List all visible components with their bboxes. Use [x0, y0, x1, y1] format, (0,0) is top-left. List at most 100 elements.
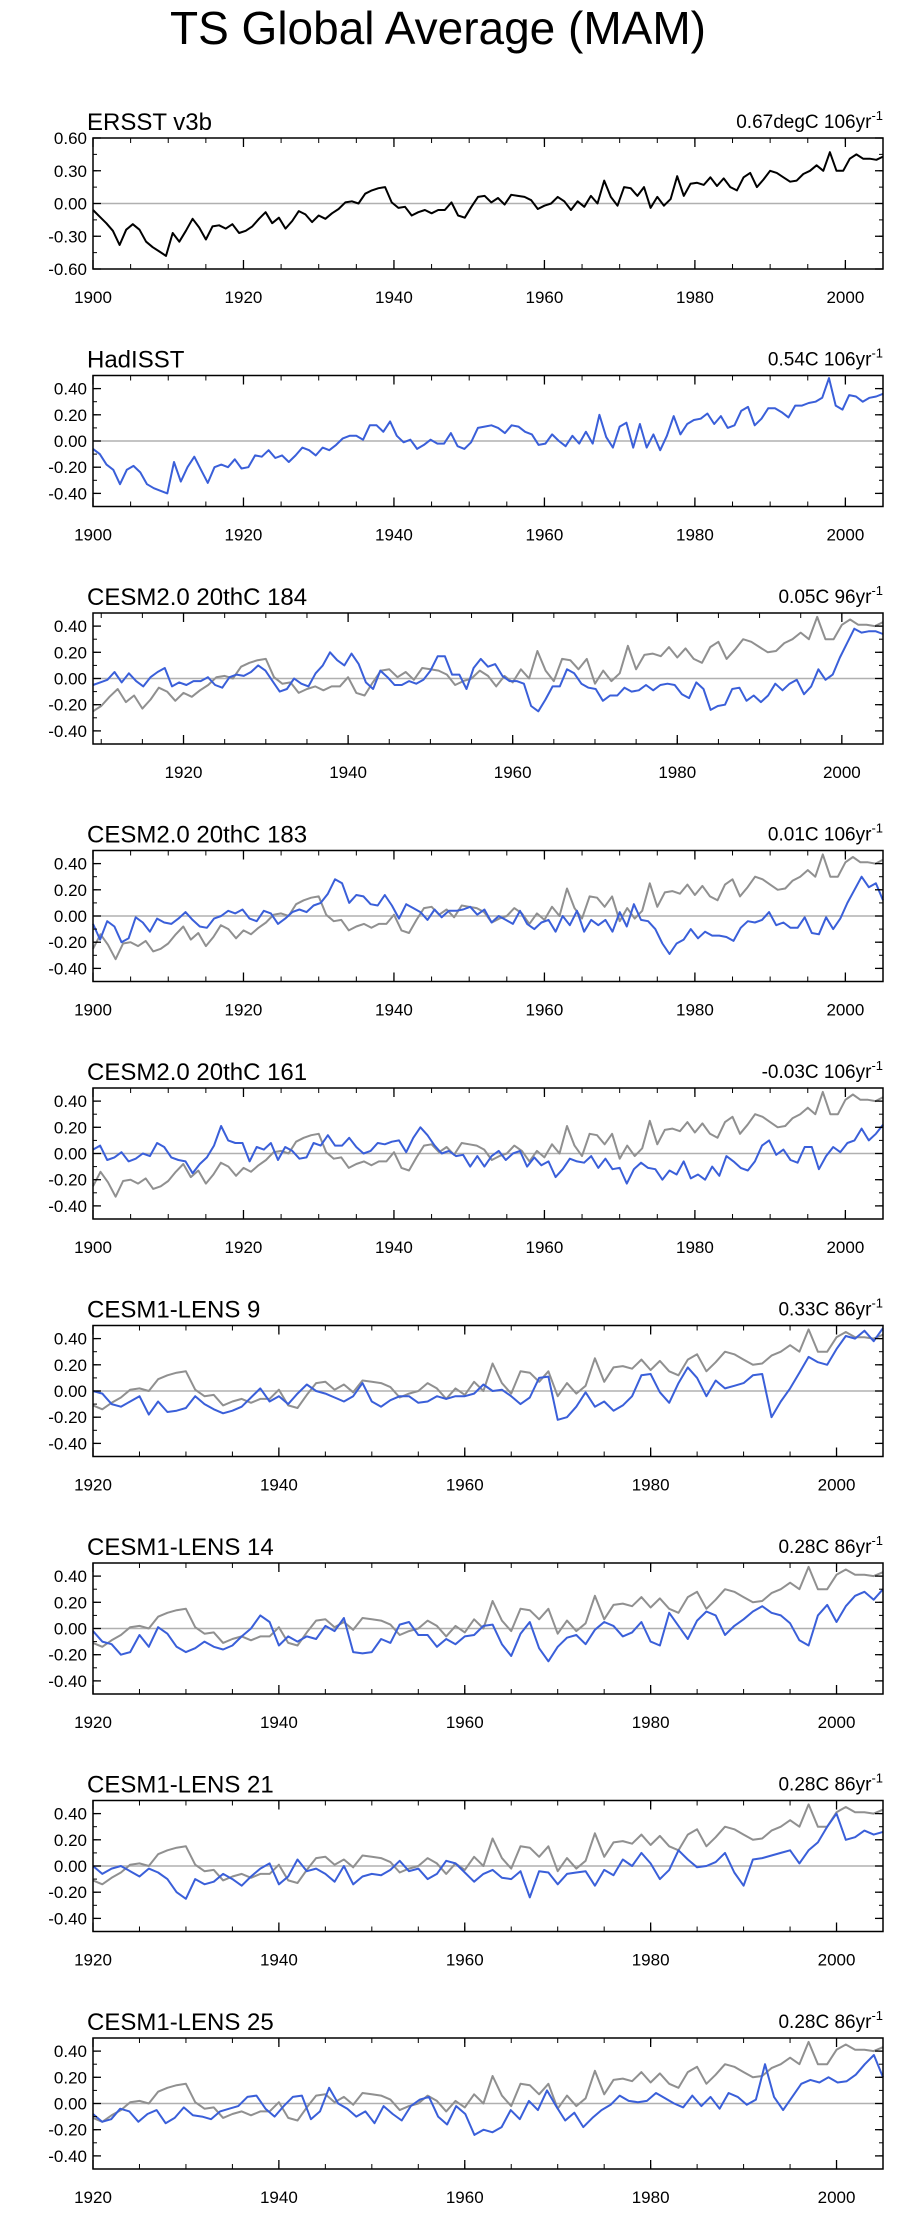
x-tick-label: 1920 — [225, 1001, 263, 1020]
y-tick-label: 0.00 — [54, 1382, 87, 1401]
y-tick-label: -0.20 — [48, 458, 87, 477]
x-tick-label: 2000 — [826, 526, 864, 545]
x-tick-label: 1900 — [74, 288, 112, 307]
panel-title: ERSST v3b — [87, 109, 212, 136]
y-tick-label: -0.40 — [48, 1197, 87, 1216]
y-tick-label: 0.40 — [54, 1567, 87, 1586]
panel-7: -0.40 -0.20 0.00 0.20 0.40 1920 1940 1960 1980 20… — [48, 1533, 884, 1732]
x-tick-label: 1980 — [632, 1951, 670, 1970]
x-tick-label: 1980 — [632, 2188, 670, 2207]
model-series-line — [92, 1327, 884, 1421]
y-tick-label: 0.60 — [54, 129, 87, 148]
x-tick-label: 1960 — [526, 526, 564, 545]
panel-4: -0.40 -0.20 0.00 0.20 0.40 1900 1920 1940 1960 19… — [48, 821, 884, 1020]
x-tick-label: 1980 — [676, 1001, 714, 1020]
panel-1: -0.60 -0.30 0.00 0.30 0.60 1900 1920 1940 1960 19… — [48, 108, 884, 307]
trend-label: 0.01C 106yr-1 — [768, 821, 883, 846]
y-tick-label: 0.40 — [54, 855, 87, 874]
y-tick-label: 0.20 — [54, 2068, 87, 2087]
y-tick-label: 0.20 — [54, 881, 87, 900]
x-tick-label: 1960 — [526, 1001, 564, 1020]
x-tick-label: 2000 — [823, 763, 861, 782]
y-tick-label: -0.30 — [48, 227, 87, 246]
trend-label: 0.33C 86yr-1 — [778, 1296, 883, 1321]
model-series-line — [92, 627, 884, 713]
panel-8: -0.40 -0.20 0.00 0.20 0.40 1920 1940 1960 1980 20… — [48, 1771, 884, 1970]
y-tick-label: 0.00 — [54, 1857, 87, 1876]
x-tick-label: 1960 — [446, 1951, 484, 1970]
y-tick-label: -0.40 — [48, 484, 87, 503]
y-tick-label: 0.40 — [54, 2042, 87, 2061]
panel-title: CESM1-LENS 21 — [87, 1772, 274, 1799]
reference-series-line — [92, 615, 884, 713]
x-tick-label: 1920 — [74, 1476, 112, 1495]
series-line — [92, 151, 884, 257]
y-tick-label: 0.00 — [54, 907, 87, 926]
x-tick-label: 1940 — [329, 763, 367, 782]
x-tick-label: 1980 — [676, 526, 714, 545]
y-tick-label: -0.40 — [48, 722, 87, 741]
y-tick-label: -0.20 — [48, 2121, 87, 2140]
x-tick-label: 1940 — [375, 1001, 413, 1020]
reference-series-line — [92, 1803, 884, 1886]
trend-exponent: -1 — [871, 108, 883, 123]
trend-exponent: -1 — [871, 2008, 883, 2023]
x-tick-label: 1960 — [526, 1238, 564, 1257]
model-series-line — [92, 377, 884, 495]
panel-title: CESM2.0 20thC 161 — [87, 1059, 307, 1086]
y-tick-label: 0.00 — [54, 1145, 87, 1164]
y-tick-label: 0.20 — [54, 1356, 87, 1375]
x-tick-label: 1960 — [494, 763, 532, 782]
y-tick-label: -0.40 — [48, 959, 87, 978]
x-tick-label: 2000 — [818, 1476, 856, 1495]
x-tick-label: 1920 — [74, 1951, 112, 1970]
y-tick-label: -0.20 — [48, 696, 87, 715]
y-tick-label: -0.20 — [48, 1171, 87, 1190]
reference-series-line — [92, 853, 884, 961]
y-tick-label: 0.40 — [54, 380, 87, 399]
x-tick-label: 1960 — [446, 2188, 484, 2207]
y-tick-label: 0.40 — [54, 617, 87, 636]
y-tick-label: -0.20 — [48, 1408, 87, 1427]
x-tick-label: 1980 — [658, 763, 696, 782]
panels: -0.60 -0.30 0.00 0.30 0.60 1900 1920 1940 1960 19… — [48, 108, 884, 2207]
x-tick-label: 1920 — [225, 1238, 263, 1257]
x-tick-label: 1940 — [375, 288, 413, 307]
x-tick-label: 1980 — [676, 1238, 714, 1257]
x-tick-label: 1940 — [375, 1238, 413, 1257]
y-tick-label: -0.20 — [48, 1883, 87, 1902]
y-tick-label: 0.40 — [54, 1092, 87, 1111]
x-tick-label: 1940 — [260, 1713, 298, 1732]
trend-label: 0.28C 86yr-1 — [778, 1771, 883, 1796]
x-tick-label: 1940 — [260, 2188, 298, 2207]
x-tick-label: 1960 — [446, 1476, 484, 1495]
y-tick-label: -0.40 — [48, 2147, 87, 2166]
trend-label: 0.67degC 106yr-1 — [736, 108, 883, 133]
x-tick-label: 1940 — [260, 1476, 298, 1495]
x-tick-label: 2000 — [826, 1238, 864, 1257]
y-tick-label: 0.40 — [54, 1330, 87, 1349]
trend-exponent: -1 — [871, 1058, 883, 1073]
x-tick-label: 2000 — [818, 1951, 856, 1970]
x-tick-label: 1920 — [74, 1713, 112, 1732]
y-tick-label: -0.40 — [48, 1909, 87, 1928]
x-tick-label: 1940 — [260, 1951, 298, 1970]
panel-title: HadISST — [87, 347, 185, 374]
panel-title: CESM1-LENS 25 — [87, 2009, 274, 2036]
reference-series-line — [92, 2040, 884, 2123]
model-series-line — [92, 2054, 884, 2136]
x-tick-label: 1980 — [676, 288, 714, 307]
trend-exponent: -1 — [871, 583, 883, 598]
x-tick-label: 2000 — [818, 1713, 856, 1732]
y-tick-label: 0.20 — [54, 1593, 87, 1612]
y-tick-label: 0.00 — [54, 1620, 87, 1639]
figure-title: TS Global Average (MAM) — [170, 2, 706, 54]
reference-series-line — [92, 1090, 884, 1198]
x-tick-label: 1920 — [225, 526, 263, 545]
y-tick-label: -0.60 — [48, 260, 87, 279]
y-tick-label: 0.20 — [54, 1831, 87, 1850]
x-tick-label: 1980 — [632, 1476, 670, 1495]
y-tick-label: 0.00 — [54, 2095, 87, 2114]
trend-label: 0.28C 86yr-1 — [778, 2008, 883, 2033]
